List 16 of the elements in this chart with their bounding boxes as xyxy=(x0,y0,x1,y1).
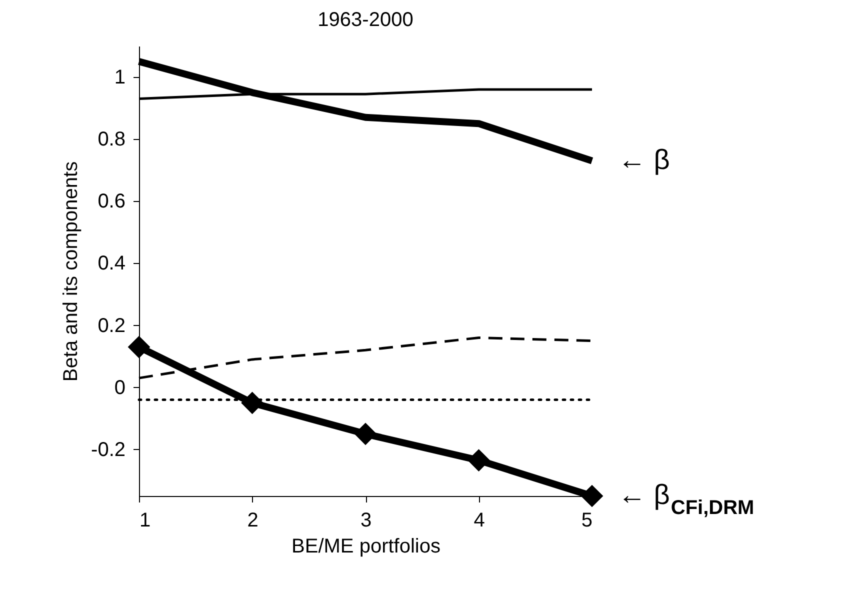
y-tick-label: -0.2 xyxy=(91,438,126,461)
y-tick-label: 0.6 xyxy=(98,190,126,213)
x-tick-label: 4 xyxy=(474,510,485,532)
x-tick-label: 2 xyxy=(247,510,258,532)
y-tick-label: 0.8 xyxy=(98,128,126,151)
x-tick-label: 5 xyxy=(581,510,592,532)
y-axis-title: Beta and its components xyxy=(60,161,82,382)
y-tick-label: 0 xyxy=(114,376,126,399)
y-tick-label: 1 xyxy=(114,66,126,89)
y-tick-label: 0.2 xyxy=(98,314,126,337)
x-axis-title: BE/ME portfolios xyxy=(292,536,440,558)
x-tick-label: 3 xyxy=(360,510,372,532)
chart-title: 1963-2000 xyxy=(318,9,414,31)
annotation: ← β xyxy=(618,144,670,175)
y-tick-label: 0.4 xyxy=(98,252,126,275)
x-tick-label: 1 xyxy=(140,510,151,532)
